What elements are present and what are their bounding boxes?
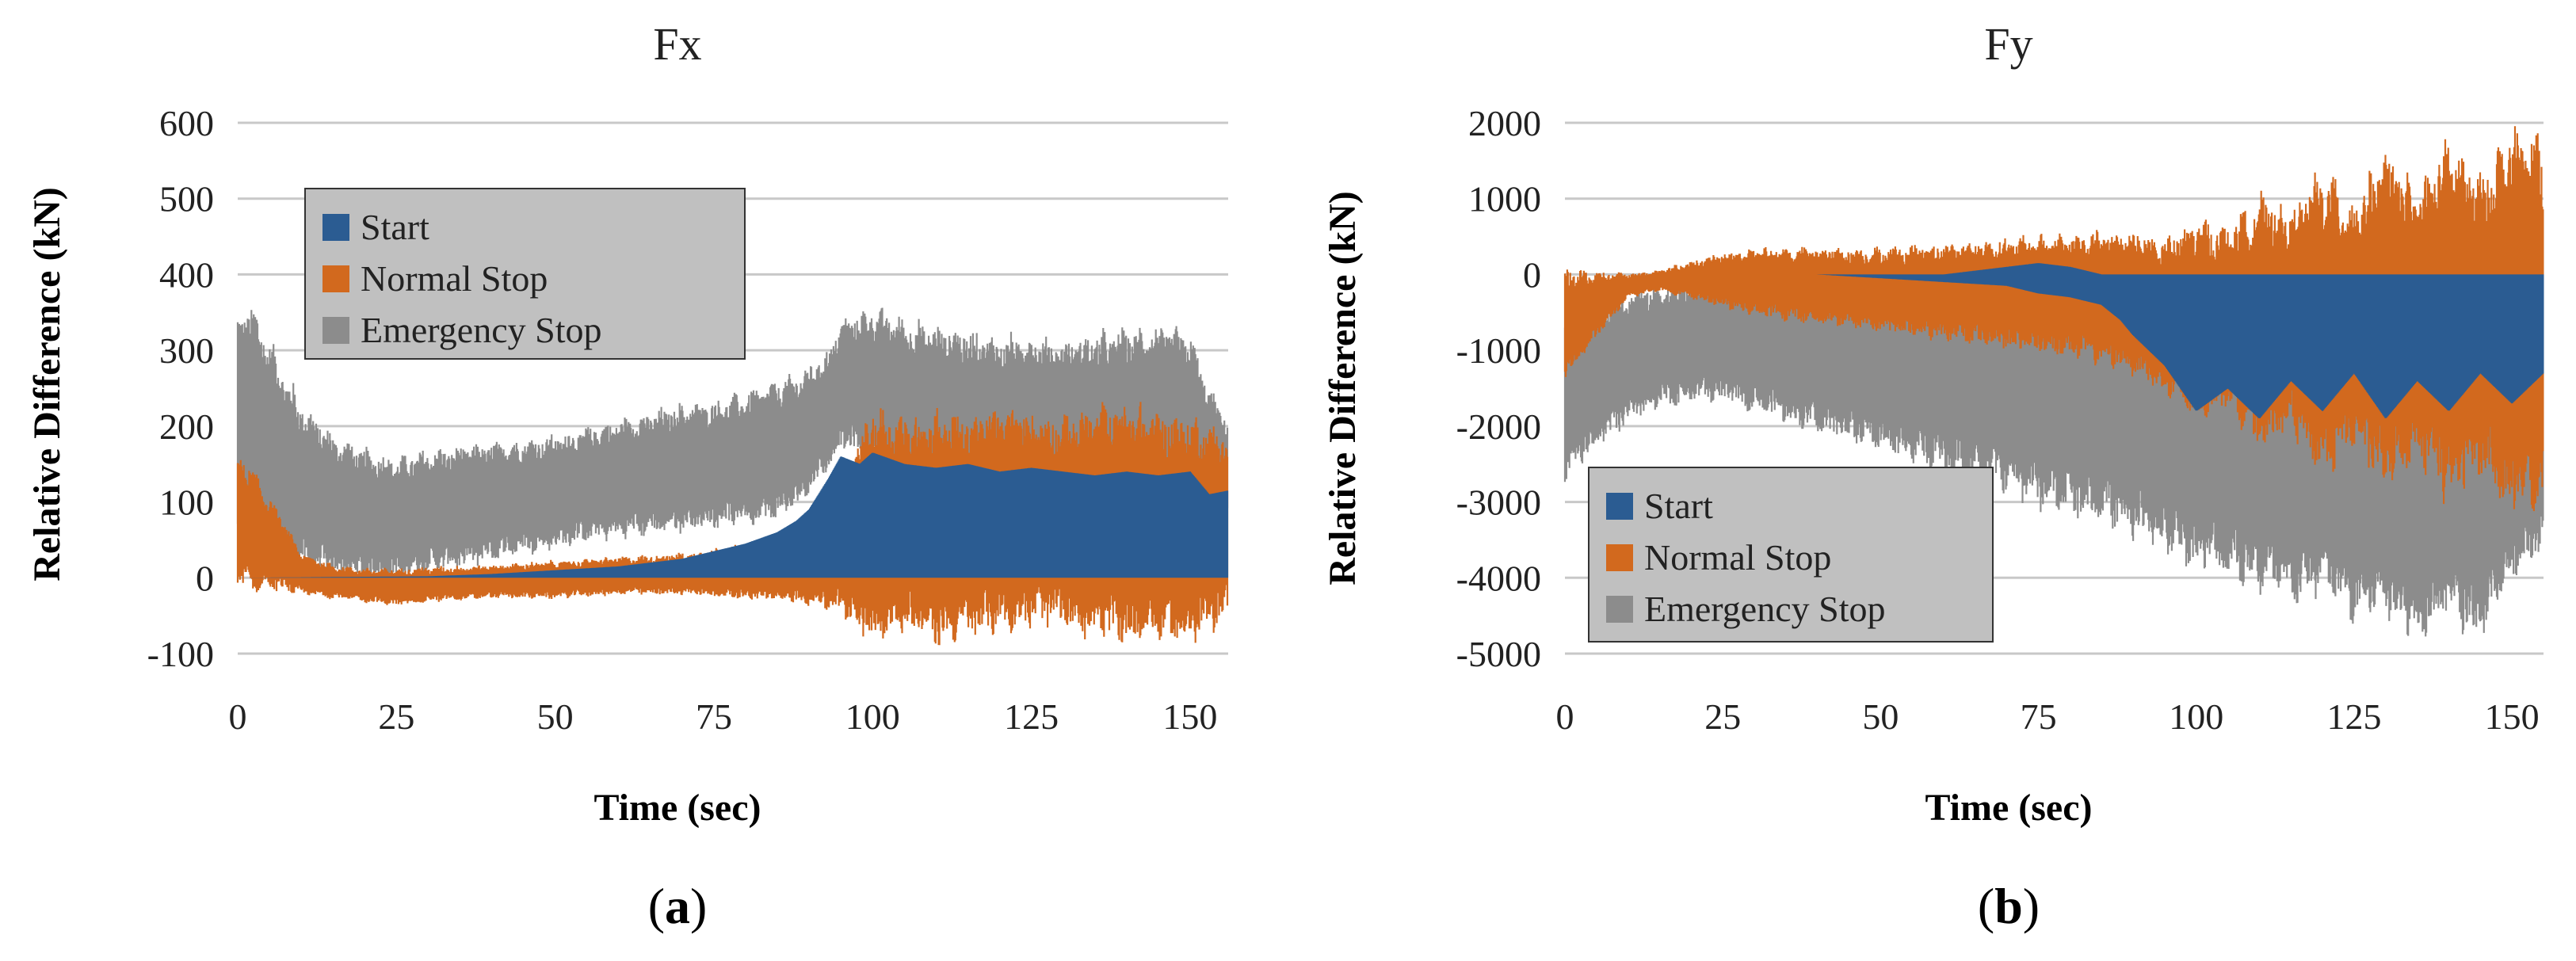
series-trace bbox=[1817, 263, 2544, 418]
y-tick-label: 0 bbox=[1523, 254, 1541, 295]
legend-label: Emergency Stop bbox=[1644, 589, 1885, 629]
y-tick-label: 100 bbox=[159, 482, 214, 523]
y-tick-label: 500 bbox=[159, 179, 214, 219]
x-tick-labels: 0 25 50 75 100 125 150 bbox=[229, 696, 1218, 737]
x-tick-label: 50 bbox=[537, 696, 574, 737]
y-tick-label: -100 bbox=[147, 634, 214, 674]
legend-label: Start bbox=[361, 207, 429, 247]
panel-paren-close: ) bbox=[2023, 878, 2040, 934]
panel-paren-open: ( bbox=[648, 878, 665, 934]
chart-title: Fy bbox=[1984, 18, 2032, 70]
y-tick-label: -5000 bbox=[1456, 634, 1541, 674]
legend-swatch bbox=[322, 317, 349, 344]
x-tick-label: 75 bbox=[2021, 696, 2057, 737]
x-axis-label: Time (sec) bbox=[1925, 787, 2092, 829]
y-tick-labels: -5000 -4000 -3000 -2000 -1000 0 1000 2000 bbox=[1456, 103, 1541, 674]
x-axis-label: Time (sec) bbox=[593, 787, 761, 829]
series-layer bbox=[236, 307, 1229, 646]
x-tick-label: 75 bbox=[696, 696, 732, 737]
panel-label: (b) bbox=[1978, 878, 2040, 934]
x-tick-label: 100 bbox=[845, 696, 900, 737]
x-tick-label: 50 bbox=[1862, 696, 1899, 737]
y-tick-label: 200 bbox=[159, 406, 214, 447]
y-tick-label: 2000 bbox=[1468, 103, 1541, 143]
panel-letter: b bbox=[1994, 878, 2023, 934]
legend-swatch bbox=[1606, 493, 1633, 520]
x-tick-label: 25 bbox=[1704, 696, 1741, 737]
y-tick-label: 300 bbox=[159, 330, 214, 371]
panel-paren-close: ) bbox=[690, 878, 707, 934]
series-start bbox=[240, 452, 1229, 578]
legend-label: Normal Stop bbox=[1644, 537, 1831, 578]
y-tick-label: 0 bbox=[196, 558, 214, 598]
legend-swatch bbox=[1606, 596, 1633, 623]
y-tick-label: 400 bbox=[159, 254, 214, 295]
chart-fx: Fx -100 0 100 200 300 400 500 600 0 25 50 75 100 125… bbox=[26, 18, 1229, 934]
chart-fy: Fy -5000 -4000 -3000 -2000 -1000 0 1000 2000 0 2… bbox=[1322, 18, 2544, 934]
y-tick-labels: -100 0 100 200 300 400 500 600 bbox=[147, 103, 214, 674]
x-tick-label: 100 bbox=[2169, 696, 2223, 737]
y-tick-label: 1000 bbox=[1468, 179, 1541, 219]
x-tick-label: 125 bbox=[2326, 696, 2381, 737]
x-tick-label: 0 bbox=[1556, 696, 1574, 737]
y-tick-label: -3000 bbox=[1456, 482, 1541, 523]
series-emergency-stop bbox=[1563, 265, 2544, 637]
chart-title: Fx bbox=[653, 18, 701, 70]
series-trace bbox=[240, 452, 1229, 578]
y-tick-label: -1000 bbox=[1456, 330, 1541, 371]
legend-label: Normal Stop bbox=[361, 258, 548, 299]
x-tick-label: 0 bbox=[229, 696, 247, 737]
y-axis-label: Relative Difference (kN) bbox=[26, 187, 68, 582]
x-tick-label: 25 bbox=[378, 696, 414, 737]
y-axis-label: Relative Difference (kN) bbox=[1322, 191, 1364, 585]
legend-swatch bbox=[322, 214, 349, 241]
legend-box bbox=[304, 188, 746, 360]
legend-swatch bbox=[322, 265, 349, 292]
series-start bbox=[1817, 263, 2544, 418]
series-layer bbox=[1563, 126, 2544, 637]
panel-paren-open: ( bbox=[1978, 878, 1994, 934]
x-tick-label: 150 bbox=[2485, 696, 2540, 737]
legend: Start Normal Stop Emergency Stop bbox=[304, 188, 746, 360]
y-tick-label: 600 bbox=[159, 103, 214, 143]
y-tick-label: -2000 bbox=[1456, 406, 1541, 447]
x-tick-labels: 0 25 50 75 100 125 150 bbox=[1556, 696, 2540, 737]
legend: Start Normal Stop Emergency Stop bbox=[1588, 467, 1994, 643]
y-tick-label: -4000 bbox=[1456, 558, 1541, 598]
x-tick-label: 150 bbox=[1162, 696, 1217, 737]
legend-box bbox=[1588, 467, 1994, 643]
x-tick-label: 125 bbox=[1004, 696, 1059, 737]
panel-letter: a bbox=[665, 878, 690, 934]
panel-label: (a) bbox=[648, 878, 708, 934]
legend-swatch bbox=[1606, 544, 1633, 571]
legend-label: Emergency Stop bbox=[361, 310, 601, 350]
series-trace bbox=[1563, 265, 2544, 637]
legend-label: Start bbox=[1644, 486, 1713, 526]
